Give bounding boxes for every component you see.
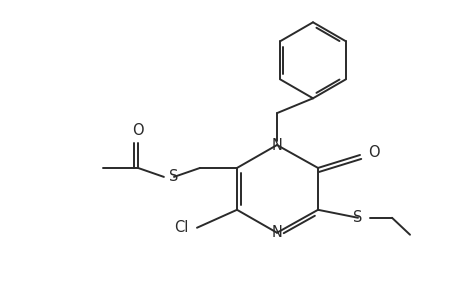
Text: O: O: [132, 122, 144, 137]
Text: Cl: Cl: [174, 220, 188, 235]
Text: S: S: [353, 210, 362, 225]
Text: O: O: [368, 145, 379, 160]
Text: N: N: [271, 225, 282, 240]
Text: N: N: [271, 137, 282, 152]
Text: S: S: [169, 169, 178, 184]
